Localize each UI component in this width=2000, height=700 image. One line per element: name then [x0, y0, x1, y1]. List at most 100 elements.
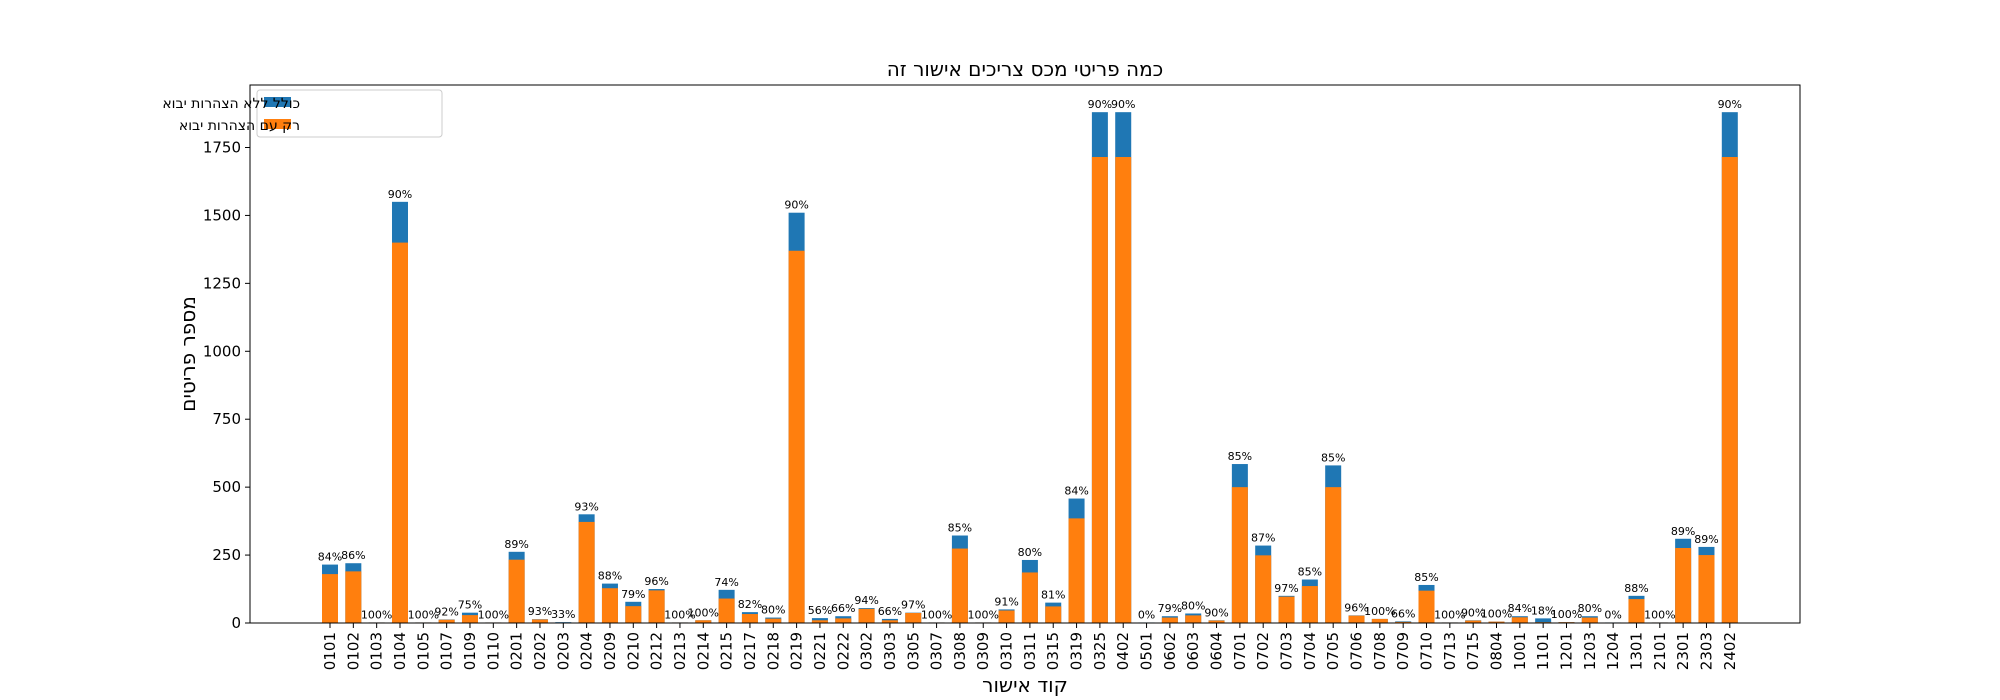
x-tick-label-0704: 0704 — [1301, 632, 1319, 670]
percent-label-1203: 80% — [1578, 602, 1602, 615]
bar-with-imports-0209 — [601, 588, 618, 623]
y-tick-label-1500: 1500 — [203, 206, 241, 224]
percent-label-0110: 100% — [478, 608, 509, 621]
bar-with-imports-0215 — [718, 598, 735, 623]
bar-with-imports-0201 — [508, 559, 525, 623]
percent-label-0325: 90% — [1088, 98, 1112, 111]
y-tick-label-500: 500 — [212, 478, 241, 496]
bar-with-imports-0804 — [1488, 621, 1505, 623]
x-tick-label-0109: 0109 — [461, 632, 479, 670]
x-tick-label-0215: 0215 — [718, 632, 736, 670]
percent-label-2303: 89% — [1694, 533, 1718, 546]
percent-label-0315: 81% — [1041, 589, 1065, 602]
percent-label-1001: 84% — [1508, 602, 1532, 615]
x-tick-label-0325: 0325 — [1091, 632, 1109, 670]
bar-with-imports-0706 — [1348, 615, 1365, 623]
percent-label-0308: 85% — [948, 522, 972, 535]
bar-with-imports-0102 — [345, 571, 362, 623]
x-tick-label-0603: 0603 — [1184, 632, 1202, 670]
percent-label-0102: 86% — [341, 549, 365, 562]
y-tick-label-0: 0 — [231, 614, 241, 632]
percent-label-0703: 97% — [1274, 582, 1298, 595]
percent-label-0303: 66% — [878, 605, 902, 618]
x-tick-label-0305: 0305 — [904, 632, 922, 670]
bar-with-imports-0710 — [1418, 590, 1435, 623]
percent-label-0217: 82% — [738, 598, 762, 611]
percent-label-1201: 100% — [1551, 608, 1582, 621]
percent-label-0708: 100% — [1364, 605, 1395, 618]
x-tick-label-0104: 0104 — [391, 632, 409, 670]
bar-with-imports-0402 — [1115, 157, 1132, 623]
bar-with-imports-0104 — [391, 242, 408, 624]
legend-label-total: כולל ללא הצהרות יבוא — [162, 96, 300, 112]
percent-label-2101: 100% — [1644, 608, 1675, 621]
bar-with-imports-0603 — [1185, 615, 1202, 623]
x-axis-label: קוד אישור — [982, 673, 1068, 697]
x-tick-label-0105: 0105 — [414, 632, 432, 670]
y-tick-label-750: 750 — [212, 410, 241, 428]
percent-label-0203: 33% — [551, 608, 575, 621]
x-tick-label-0213: 0213 — [671, 632, 689, 670]
x-tick-label-0315: 0315 — [1044, 632, 1062, 670]
y-tick-label-250: 250 — [212, 546, 241, 564]
x-tick-label-0604: 0604 — [1208, 632, 1226, 670]
x-tick-label-0303: 0303 — [881, 632, 899, 670]
plot-frame — [249, 84, 1801, 624]
y-axis-label: מספר פריטים — [176, 296, 200, 412]
percent-label-0713: 100% — [1434, 608, 1465, 621]
percent-label-0214: 100% — [688, 606, 719, 619]
bar-with-imports-2303 — [1698, 555, 1715, 623]
percent-label-0705: 85% — [1321, 451, 1345, 464]
x-tick-label-0701: 0701 — [1231, 632, 1249, 670]
percent-label-0604: 90% — [1204, 606, 1228, 619]
bar-with-imports-0202 — [531, 619, 548, 623]
percent-label-0710: 85% — [1414, 571, 1438, 584]
bar-with-imports-0214 — [695, 620, 712, 623]
percent-label-1301: 88% — [1624, 582, 1648, 595]
percent-label-2402: 90% — [1718, 98, 1742, 111]
percent-label-0201: 89% — [504, 538, 528, 551]
bar-with-imports-0701 — [1231, 487, 1248, 623]
percent-label-0709: 66% — [1391, 607, 1415, 620]
bar-with-imports-0704 — [1301, 586, 1318, 623]
percent-label-0101: 84% — [318, 551, 342, 564]
percent-label-0202: 93% — [528, 605, 552, 618]
x-tick-label-0703: 0703 — [1278, 632, 1296, 670]
bar-with-imports-0302 — [858, 608, 875, 623]
bar-with-imports-2301 — [1675, 548, 1692, 623]
x-tick-label-1301: 1301 — [1627, 632, 1645, 670]
bar-with-imports-0109 — [461, 615, 478, 623]
bar-with-imports-0303 — [881, 620, 898, 623]
bar-total-1101 — [1535, 618, 1552, 623]
percent-label-0702: 87% — [1251, 532, 1275, 545]
x-tick-label-0217: 0217 — [741, 632, 759, 670]
x-tick-label-0222: 0222 — [834, 632, 852, 670]
x-tick-label-0501: 0501 — [1138, 632, 1156, 670]
bar-with-imports-1203 — [1581, 617, 1598, 623]
x-tick-label-0402: 0402 — [1114, 632, 1132, 670]
y-tick-label-1250: 1250 — [203, 274, 241, 292]
x-tick-label-0705: 0705 — [1324, 632, 1342, 670]
chart-title: כמה פריטי מכס צריכים אישור זה — [887, 57, 1164, 81]
x-tick-label-0210: 0210 — [624, 632, 642, 670]
legend: כולל ללא הצהרות יבוא רק עם הצהרות יבוא — [162, 89, 443, 138]
bar-with-imports-0305 — [905, 612, 922, 623]
x-tick-label-0319: 0319 — [1068, 632, 1086, 670]
percent-label-1204: 0% — [1604, 608, 1621, 621]
percent-label-0105: 100% — [408, 608, 439, 621]
bar-with-imports-0708 — [1371, 618, 1388, 623]
x-tick-label-1204: 1204 — [1604, 632, 1622, 670]
bar-with-imports-1301 — [1628, 599, 1645, 623]
percent-label-0309: 100% — [968, 608, 999, 621]
x-tick-label-0212: 0212 — [648, 632, 666, 670]
x-tick-label-0713: 0713 — [1441, 632, 1459, 670]
bar-with-imports-0604 — [1208, 620, 1225, 623]
bar-with-imports-0219 — [788, 250, 805, 623]
x-tick-label-0107: 0107 — [438, 632, 456, 670]
bar-with-imports-0703 — [1278, 596, 1295, 623]
percent-label-0204: 93% — [574, 500, 598, 513]
percent-label-0402: 90% — [1111, 98, 1135, 111]
percent-label-1101: 18% — [1531, 604, 1555, 617]
percent-label-0218: 80% — [761, 604, 785, 617]
x-tick-label-0710: 0710 — [1418, 632, 1436, 670]
